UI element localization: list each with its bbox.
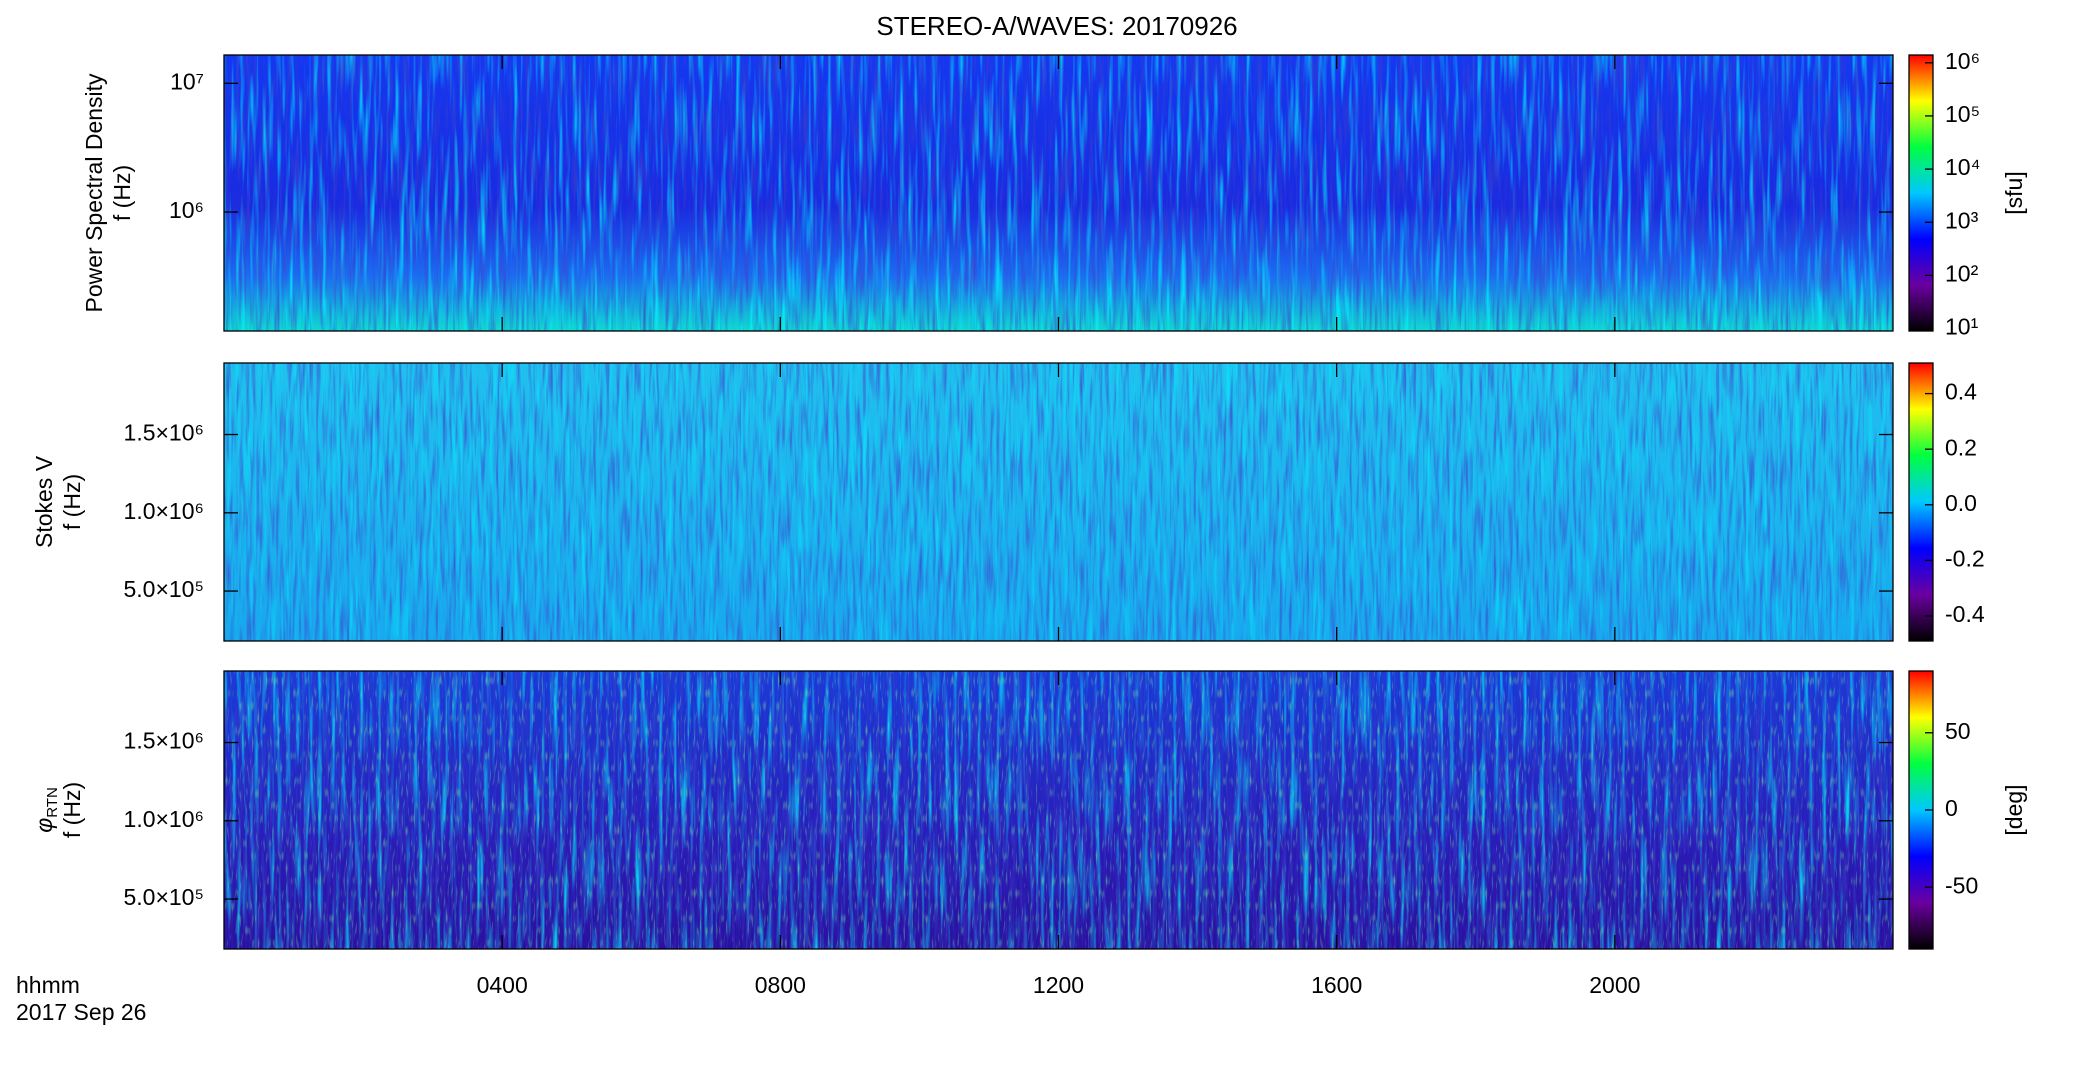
y-tick-label: 1.5×10⁶: [124, 420, 204, 446]
y-tick-label: 1.0×10⁶: [124, 806, 204, 832]
x-tick-label: 0400: [477, 972, 528, 998]
y-tick-label: 5.0×10⁵: [123, 576, 204, 602]
colorbar-tick-label: 0.2: [1945, 434, 1977, 460]
colorbar-tick-label: 0.0: [1945, 490, 1977, 516]
colorbar-tick-label: 0: [1945, 795, 1958, 821]
y-tick-label: 1.0×10⁶: [124, 498, 204, 524]
y-axis-label: Power Spectral Density: [81, 73, 107, 313]
colorbar-tick-label: -0.4: [1945, 601, 1985, 627]
colorbar-tick-label: 10³: [1945, 207, 1979, 233]
colorbar-tick-label: 10¹: [1945, 314, 1979, 340]
y-tick-label: 10⁶: [169, 197, 204, 223]
spectrogram-speckle: [224, 671, 1893, 949]
x-tick-label: 1200: [1033, 972, 1084, 998]
colorbar: [1908, 362, 1934, 642]
colorbar: [1908, 54, 1934, 332]
y-axis-label: φRTN: [31, 787, 61, 833]
colorbar-tick-label: 10⁵: [1945, 101, 1980, 127]
x-axis-date: 2017 Sep 26: [16, 999, 146, 1025]
x-axis-label: hhmm: [16, 972, 80, 998]
spectrogram-dark: [224, 55, 1893, 331]
colorbar-tick-label: 10²: [1945, 260, 1979, 286]
y-axis-subscript: RTN: [44, 787, 61, 818]
colorbar-tick-label: 0.4: [1945, 379, 1977, 405]
colorbar-tick-label: -50: [1945, 872, 1978, 898]
y-axis-label: f (Hz): [59, 782, 85, 838]
y-axis-symbol: φ: [31, 818, 57, 833]
y-axis-label: f (Hz): [59, 474, 85, 530]
chart-title: STEREO-A/WAVES: 20170926: [876, 11, 1237, 41]
x-tick-label: 0800: [755, 972, 806, 998]
y-axis-label: f (Hz): [109, 165, 135, 221]
colorbar-label: [deg]: [2001, 784, 2027, 835]
x-tick-label: 2000: [1589, 972, 1640, 998]
y-tick-label: 1.5×10⁶: [124, 728, 204, 754]
colorbar-tick-label: 10⁶: [1945, 48, 1980, 74]
colorbar-label: [sfu]: [2001, 171, 2027, 214]
y-tick-label: 5.0×10⁵: [123, 884, 204, 910]
spectrogram-dark: [224, 363, 1893, 641]
y-axis-label: Stokes V: [31, 455, 57, 548]
colorbar-tick-label: -0.2: [1945, 545, 1985, 571]
colorbar-tick-label: 50: [1945, 718, 1971, 744]
x-tick-label: 1600: [1311, 972, 1362, 998]
y-tick-label: 10⁷: [170, 68, 204, 94]
colorbar-tick-label: 10⁴: [1945, 154, 1980, 180]
